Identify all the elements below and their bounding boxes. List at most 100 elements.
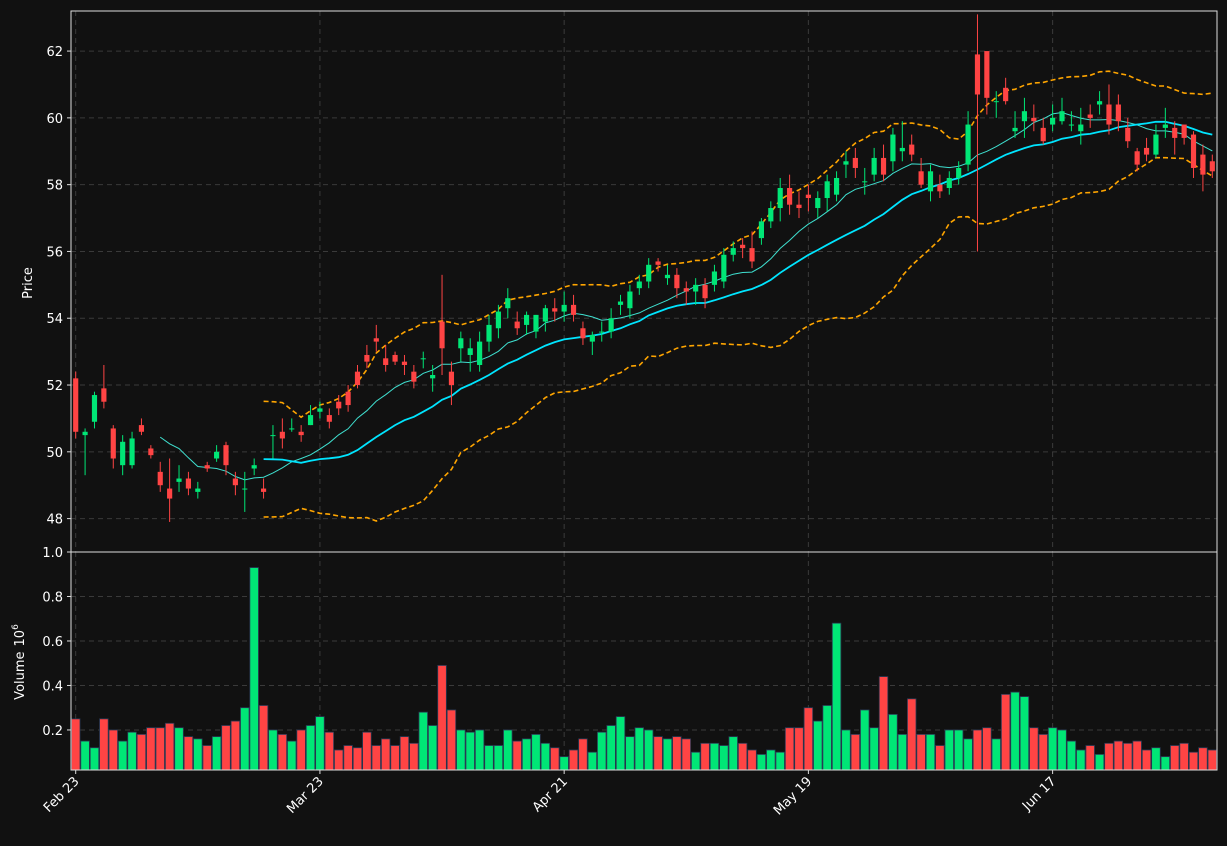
volume-bar [258, 705, 269, 771]
candle-body [242, 488, 248, 490]
volume-bar [437, 665, 447, 771]
volume-bar [935, 745, 945, 771]
candle-body [552, 308, 558, 312]
volume-tick-label: 0.6 [42, 635, 63, 650]
candle-body [345, 391, 351, 406]
volume-bar [287, 740, 297, 771]
candle-body [467, 348, 473, 355]
candle-body [307, 415, 314, 426]
candle-body [1078, 124, 1084, 132]
candle-body [411, 371, 417, 382]
volume-bar [963, 738, 973, 771]
candle-body [110, 428, 116, 459]
volume-bar [1000, 693, 1011, 771]
volume-bar [193, 738, 203, 771]
volume-bar [211, 736, 222, 771]
candle-body [740, 244, 746, 249]
candle-body [82, 431, 88, 436]
volume-bar [296, 729, 306, 771]
volume-bar [550, 747, 560, 771]
volume-bar [202, 745, 212, 771]
volume-bar [653, 736, 663, 771]
candle-body [937, 184, 943, 192]
volume-bar [512, 740, 522, 771]
ma-long-line [263, 120, 1213, 464]
volume-bar [1057, 729, 1067, 771]
volume-bar [1179, 742, 1189, 771]
candle-body [608, 318, 614, 332]
candle-body [129, 438, 135, 466]
candle-body [664, 274, 671, 279]
volume-bar [728, 736, 738, 771]
volume-bar [888, 713, 898, 771]
candle-body [1012, 127, 1018, 132]
volume-bar [531, 734, 541, 771]
candle-body [702, 284, 708, 299]
candle-body [805, 194, 811, 199]
candle-body [1021, 111, 1028, 122]
volume-bar [606, 725, 616, 771]
volume-bar [334, 749, 344, 771]
price-tick-label: 50 [46, 446, 63, 461]
volume-bar [99, 718, 109, 771]
price-axis-label: Price [21, 267, 36, 299]
volume-bar [1132, 740, 1142, 771]
candle-body [1181, 124, 1187, 138]
candle-body [561, 304, 567, 312]
volume-bar [446, 709, 457, 771]
volume-bar [850, 734, 861, 771]
volume-bar [972, 729, 983, 771]
price-tick-label: 62 [46, 45, 63, 60]
candle-body [354, 371, 361, 386]
candle-body [711, 271, 718, 285]
candle-body [448, 371, 455, 386]
candle-body [214, 451, 220, 459]
candle-body [401, 361, 408, 365]
candle-body [965, 124, 971, 165]
volume-bar [362, 731, 372, 771]
volume-bar [1141, 749, 1152, 771]
candle-body [1153, 134, 1159, 155]
volume-bar [1038, 734, 1048, 771]
candle-body [627, 291, 633, 309]
candle-body [871, 157, 877, 175]
volume-bar [587, 751, 598, 771]
volume-bar [503, 729, 513, 771]
volume-bar [418, 711, 428, 771]
volume-bar [1019, 696, 1030, 771]
volume-bar [907, 698, 917, 771]
candle-body [918, 171, 924, 185]
candle-body [787, 187, 793, 205]
candle-body [176, 478, 182, 482]
volume-bar [568, 749, 579, 771]
volume-bar [71, 718, 81, 771]
candle-body [1115, 104, 1121, 122]
volume-axis-label: Volume 106 [11, 624, 28, 700]
candle-body [758, 221, 765, 239]
candle-body [833, 177, 840, 195]
candle-body [655, 261, 661, 265]
volume-bar [578, 738, 588, 771]
candle-body [1050, 117, 1056, 125]
volume-bar [1207, 749, 1218, 771]
volume-bar [841, 729, 851, 771]
candle-body [974, 54, 981, 95]
volume-bar [925, 734, 936, 771]
candle-body [730, 248, 736, 255]
volume-bar [1170, 745, 1180, 771]
volume-bar [953, 729, 964, 771]
volume-bar [1104, 742, 1114, 771]
candle-body [326, 415, 332, 422]
volume-bar [183, 736, 194, 771]
candle-body [636, 281, 642, 289]
candle-body [101, 388, 107, 402]
candle-body [880, 157, 887, 175]
volume-bar [737, 742, 748, 771]
volume-tick-label: 1.0 [42, 546, 63, 561]
price-tick-label: 60 [46, 112, 63, 127]
price-tick-label: 52 [46, 379, 63, 394]
candle-body [1003, 87, 1009, 102]
candle-body [890, 134, 896, 162]
volume-bar [474, 729, 485, 771]
volume-bar [1123, 742, 1133, 771]
